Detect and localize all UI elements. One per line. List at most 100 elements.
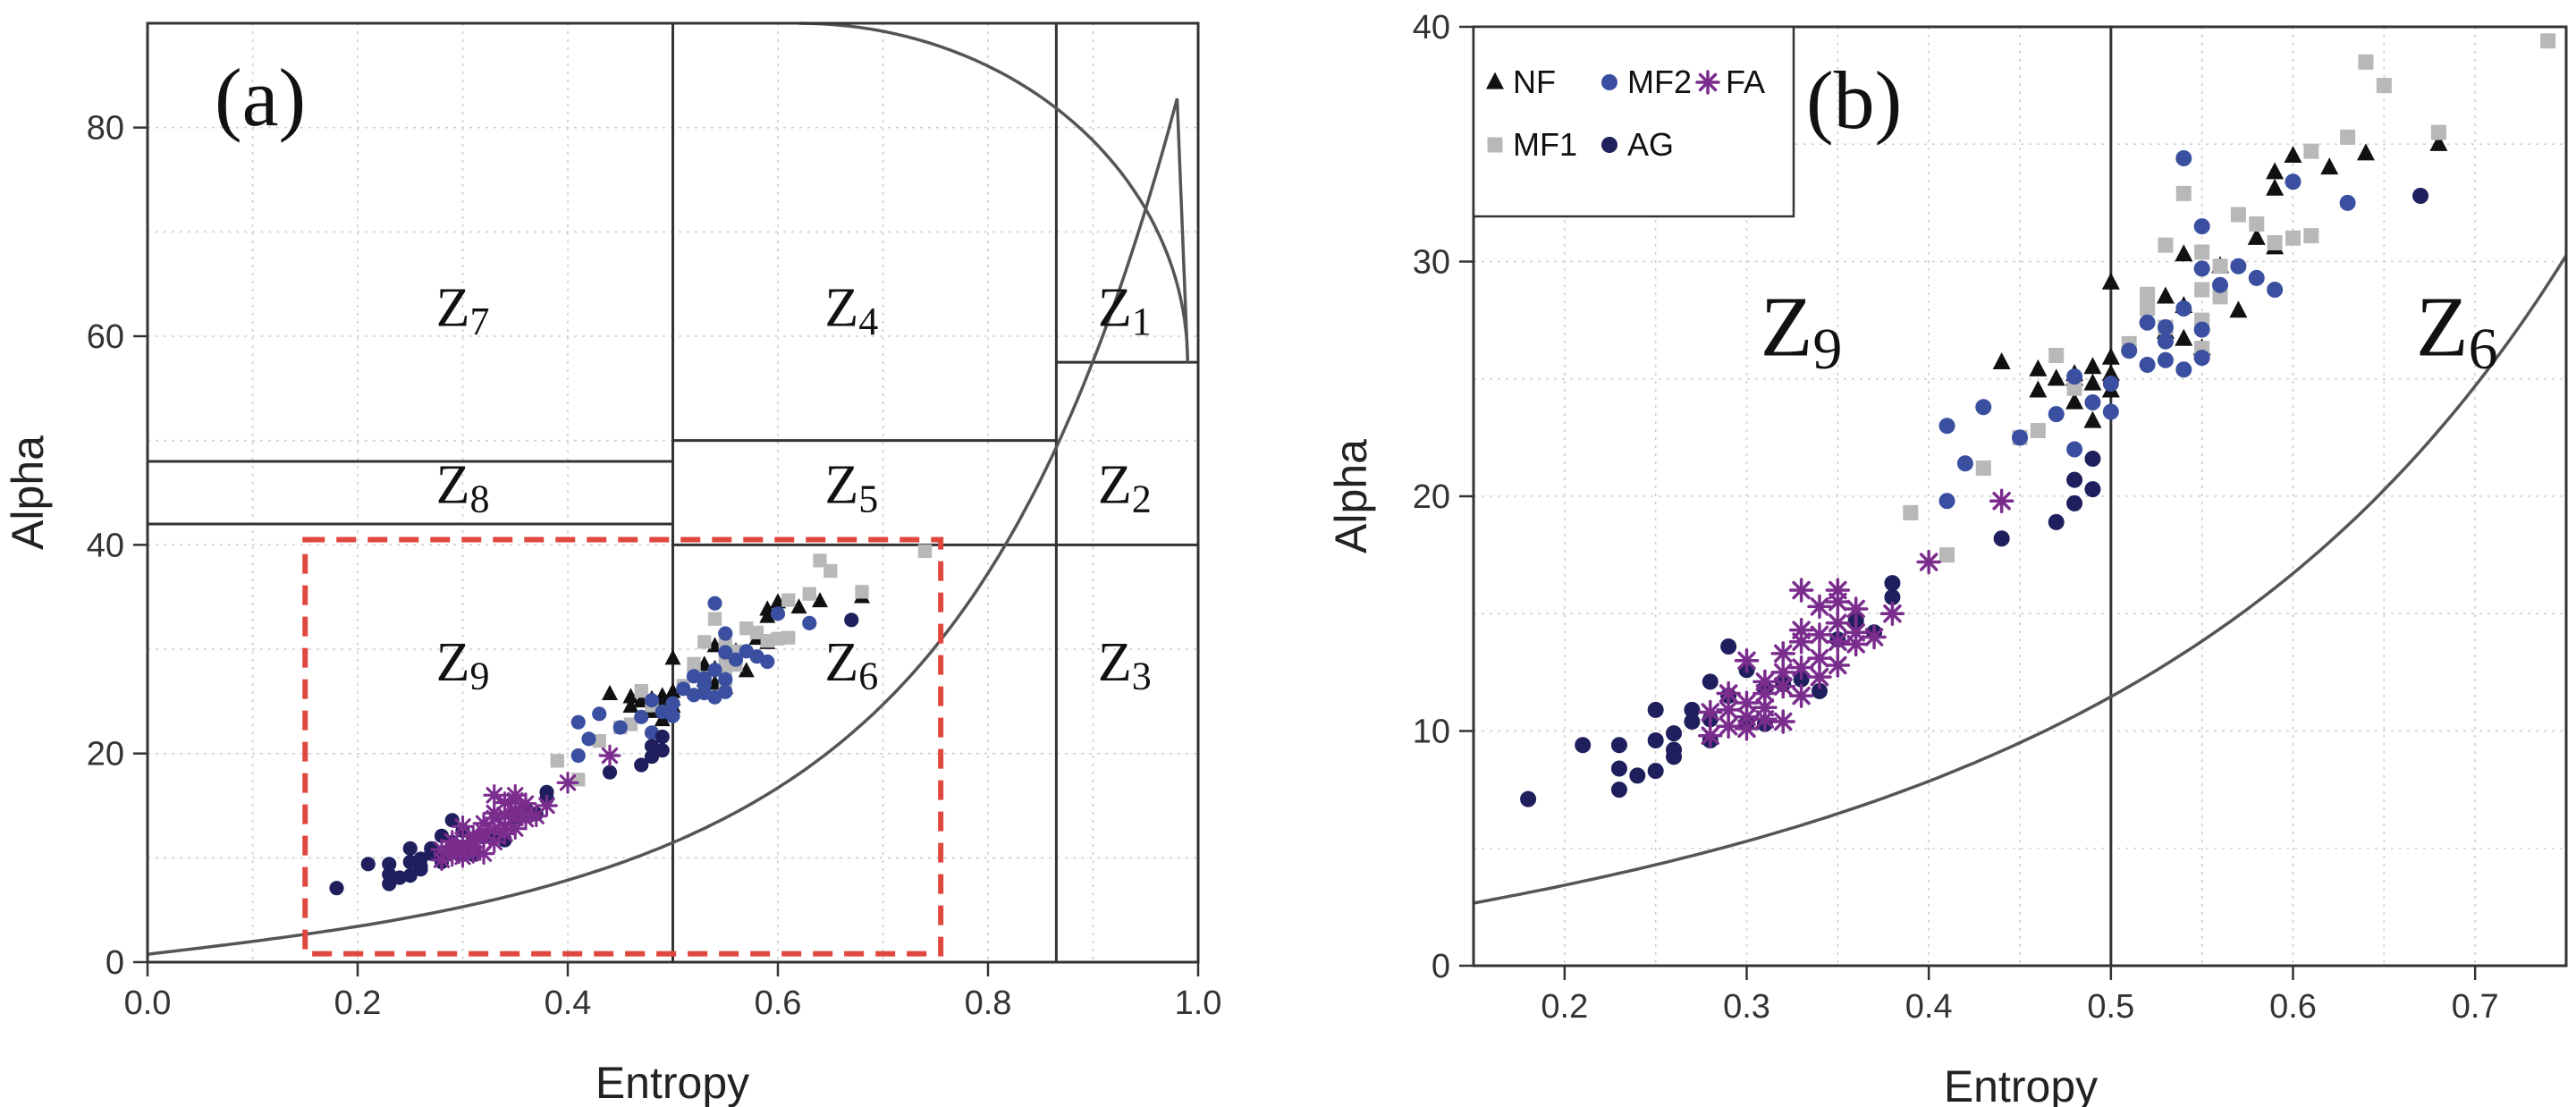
zone-label-main: Z xyxy=(1098,632,1132,693)
point-fa xyxy=(1734,705,1760,730)
asterisk-stroke xyxy=(1883,604,1902,623)
point-mf2 xyxy=(2084,394,2101,410)
point-nf xyxy=(2156,286,2175,304)
point-mf1 xyxy=(2540,33,2556,49)
point-fa xyxy=(1843,596,1869,621)
point-ag xyxy=(1629,767,1646,784)
point-mf1 xyxy=(571,773,586,787)
asterisk-stroke xyxy=(517,795,535,812)
zone-label-sub: 7 xyxy=(469,300,489,343)
point-ag xyxy=(1720,638,1737,655)
point-ag xyxy=(844,613,859,628)
point-nf xyxy=(2266,162,2285,180)
y-tick-label: 80 xyxy=(87,110,124,148)
asterisk-stroke xyxy=(1829,580,1847,600)
point-nf xyxy=(2175,244,2193,262)
panel-a-label: (a) xyxy=(215,52,306,143)
point-mf2 xyxy=(2193,218,2210,235)
point-mf2 xyxy=(592,706,607,722)
point-mf2 xyxy=(707,663,722,678)
asterisk-stroke xyxy=(1829,655,1847,675)
point-ag xyxy=(2048,513,2065,530)
asterisk-stroke xyxy=(1919,553,1938,571)
legend-label-mf1: MF1 xyxy=(1513,126,1577,163)
point-mf2 xyxy=(802,615,817,630)
x-tick-label: 0.6 xyxy=(755,984,802,1022)
point-fa xyxy=(503,817,527,841)
asterisk-stroke xyxy=(601,747,619,765)
point-ag xyxy=(1884,575,1901,592)
point-ag xyxy=(1610,760,1627,777)
point-mf1 xyxy=(2212,258,2228,275)
point-ag xyxy=(1647,732,1664,748)
point-mf1 xyxy=(2048,348,2065,363)
asterisk-stroke xyxy=(1737,693,1756,713)
point-nf xyxy=(2229,300,2248,318)
asterisk-stroke xyxy=(507,801,524,818)
zone-label-6: Z6 xyxy=(2416,279,2498,383)
asterisk-stroke xyxy=(1810,667,1829,687)
point-fa xyxy=(1807,664,1832,689)
point-mf2 xyxy=(770,606,786,621)
x-tick-label: 0.0 xyxy=(124,984,172,1022)
point-ag xyxy=(1666,725,1683,742)
point-mf1 xyxy=(802,587,816,601)
zone-label-sub: 1 xyxy=(1132,300,1152,343)
zone-label-sub: 9 xyxy=(469,655,489,698)
asterisk-stroke xyxy=(1755,710,1775,729)
point-ag xyxy=(1575,737,1592,754)
point-mf2 xyxy=(728,652,744,667)
point-mf2 xyxy=(2175,150,2192,166)
panel-b-legend: NF MF2 FA MF1 AG xyxy=(1472,25,1795,218)
zone-label-main: Z xyxy=(824,632,858,693)
point-mf1 xyxy=(687,656,701,671)
point-mf1 xyxy=(771,631,785,646)
point-mf2 xyxy=(718,626,733,641)
point-mf2 xyxy=(2157,333,2174,350)
point-nf xyxy=(2266,178,2285,196)
asterisk-stroke xyxy=(1864,628,1884,646)
point-mf1 xyxy=(2358,54,2374,70)
legend-marker-nf xyxy=(1486,72,1504,89)
zone-label-main: Z xyxy=(824,277,858,338)
point-ag xyxy=(402,841,418,856)
point-mf1 xyxy=(2303,143,2319,159)
point-ag xyxy=(1610,782,1627,799)
asterisk-stroke xyxy=(1810,648,1829,668)
point-mf2 xyxy=(634,709,649,724)
point-nf xyxy=(2029,380,2048,398)
asterisk-stroke xyxy=(486,809,503,827)
point-mf2 xyxy=(2175,361,2192,378)
panel-b-ylabel: Alpha xyxy=(1326,439,1376,554)
point-nf xyxy=(2320,157,2339,175)
point-fa xyxy=(1788,655,1814,680)
point-fa xyxy=(1825,611,1851,636)
point-nf xyxy=(2083,357,2102,375)
point-mf2 xyxy=(2048,406,2065,423)
point-mf1 xyxy=(1903,504,1919,520)
point-mf1 xyxy=(823,563,838,579)
asterisk-stroke xyxy=(475,829,493,847)
point-mf2 xyxy=(2102,403,2119,420)
y-tick-label: 20 xyxy=(87,736,124,773)
point-mf2 xyxy=(676,681,691,697)
point-mf2 xyxy=(2230,258,2247,275)
zone-label-main: Z xyxy=(1761,279,1813,375)
panel-a-points xyxy=(329,544,933,896)
asterisk-stroke xyxy=(1698,72,1718,92)
point-mf1 xyxy=(2376,78,2392,94)
point-fa xyxy=(1734,648,1760,673)
point-fa xyxy=(536,794,558,817)
asterisk-stroke xyxy=(1737,651,1756,670)
point-mf1 xyxy=(697,635,712,649)
asterisk-stroke xyxy=(1719,700,1738,720)
point-fa xyxy=(1825,578,1851,603)
point-ag xyxy=(2066,494,2083,511)
point-mf2 xyxy=(1975,399,1992,416)
point-mf1 xyxy=(550,754,564,768)
y-tick-label: 30 xyxy=(1413,244,1450,282)
point-fa xyxy=(1770,673,1795,699)
point-nf xyxy=(2284,145,2302,163)
asterisk-stroke xyxy=(486,787,503,804)
point-mf2 xyxy=(2212,276,2229,293)
